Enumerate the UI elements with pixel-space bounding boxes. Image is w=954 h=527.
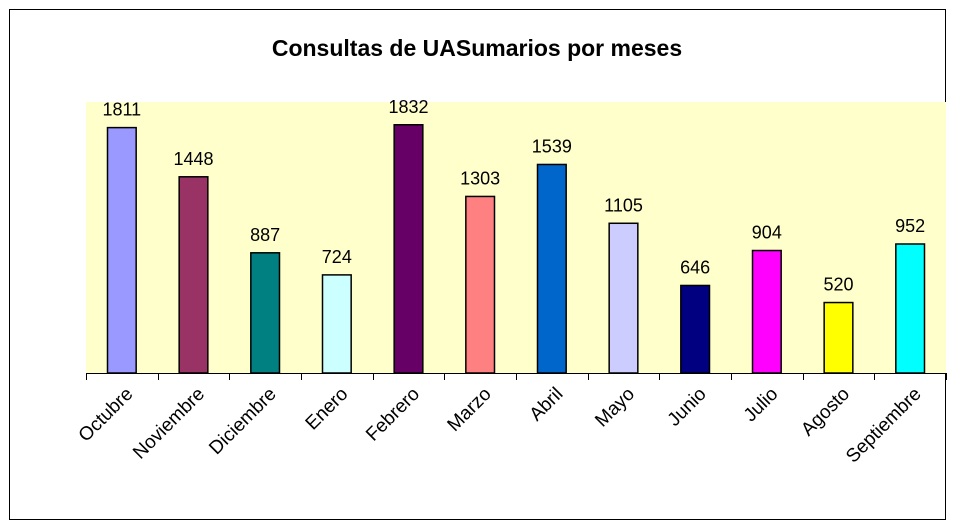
bar: [393, 124, 424, 374]
data-label: 1303: [460, 168, 500, 188]
bar: [465, 195, 496, 374]
data-label: 887: [250, 225, 280, 245]
plot-area: [86, 102, 946, 373]
bar: [895, 243, 926, 374]
bar: [106, 126, 137, 374]
data-label: 1811: [102, 100, 141, 120]
data-label: 904: [752, 223, 782, 243]
bar: [178, 176, 209, 374]
data-label: 1539: [532, 136, 572, 156]
data-label: 1832: [388, 97, 428, 117]
data-label: 724: [322, 247, 352, 267]
bar: [321, 274, 352, 374]
bar: [680, 284, 711, 374]
bar: [250, 252, 281, 374]
data-label: 1448: [173, 149, 213, 169]
data-label: 646: [680, 257, 710, 277]
chart-title: Consultas de UASumarios por meses: [272, 35, 682, 61]
bar: [823, 301, 854, 374]
data-label: 1105: [604, 195, 643, 215]
bar: [608, 222, 639, 374]
bar: [751, 249, 782, 374]
data-label: 520: [823, 275, 853, 295]
bar: [536, 163, 567, 374]
data-label: 952: [895, 216, 925, 236]
